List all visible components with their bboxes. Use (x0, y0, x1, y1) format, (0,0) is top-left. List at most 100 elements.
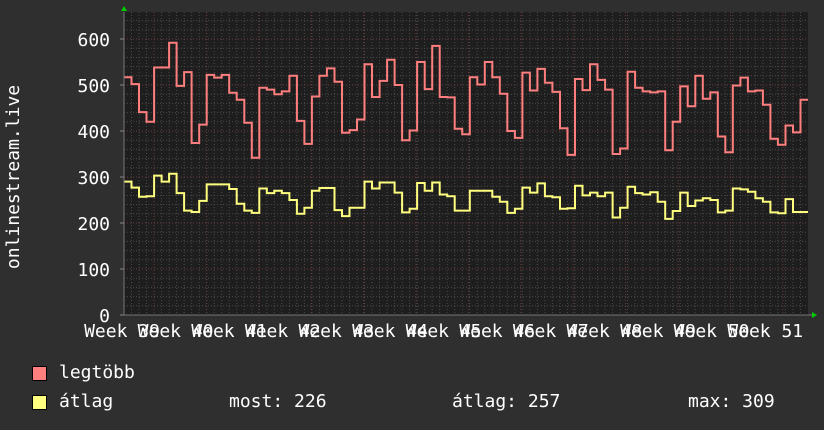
data-point (613, 153, 621, 155)
data-point (259, 188, 267, 190)
data-point (402, 139, 410, 141)
data-point (410, 208, 418, 210)
data-point (620, 207, 628, 209)
data-point (372, 96, 380, 98)
x-tick-label: Week 42 (245, 321, 321, 342)
data-point (477, 190, 485, 192)
data-point (387, 182, 395, 184)
data-point (432, 182, 440, 184)
data-point (485, 61, 493, 63)
data-point (357, 207, 365, 209)
y-tick-label: 0 (99, 306, 110, 327)
x-tick-label: Week 44 (352, 321, 428, 342)
data-point (733, 84, 741, 86)
y-tick-label: 600 (77, 30, 110, 51)
x-tick-label: Week 50 (674, 321, 750, 342)
data-point (162, 181, 170, 183)
data-point (725, 210, 733, 212)
data-point (342, 132, 350, 134)
data-point (147, 121, 155, 123)
data-point (688, 205, 696, 207)
data-point (522, 72, 530, 74)
data-point (492, 196, 500, 198)
legend-label-average: átlag (59, 391, 114, 412)
data-point (304, 207, 312, 209)
data-point (507, 130, 515, 132)
data-point (755, 90, 763, 92)
data-point (598, 79, 606, 81)
plot-area (124, 12, 808, 315)
data-point (440, 193, 448, 195)
x-tick-label: Week 48 (566, 321, 642, 342)
data-point (665, 149, 673, 151)
data-point (770, 211, 778, 213)
data-point (252, 212, 260, 214)
data-point (154, 175, 162, 177)
data-point (342, 215, 350, 217)
y-tick-label: 300 (77, 168, 110, 189)
legend-swatch-average (32, 395, 47, 410)
data-point (688, 105, 696, 107)
data-point (410, 130, 418, 132)
x-tick-label: Week 40 (138, 321, 214, 342)
data-point (237, 203, 245, 205)
data-point (605, 192, 613, 194)
legend-swatch-max (32, 366, 47, 381)
data-point (289, 199, 297, 201)
data-point (552, 196, 560, 198)
data-point (229, 188, 237, 190)
data-point (207, 74, 215, 76)
data-point (537, 182, 545, 184)
data-point (740, 188, 748, 190)
data-point (628, 71, 636, 73)
data-point (567, 207, 575, 209)
data-point (395, 84, 403, 86)
data-point (650, 91, 658, 93)
data-point (304, 143, 312, 145)
data-point (357, 119, 365, 121)
x-axis-arrow-icon (812, 312, 817, 318)
data-point (380, 80, 388, 82)
data-point (184, 71, 192, 73)
data-point (583, 89, 591, 91)
data-point (733, 188, 741, 190)
data-point (470, 76, 478, 78)
data-point (395, 192, 403, 194)
data-point (695, 75, 703, 77)
data-point (274, 93, 282, 95)
data-point (282, 90, 290, 92)
data-point (297, 120, 305, 122)
data-point (800, 99, 808, 101)
data-point (515, 208, 523, 210)
data-point (680, 85, 688, 87)
stat-average: átlag: 257 (452, 391, 561, 412)
data-point (552, 91, 560, 93)
data-point (380, 182, 388, 184)
data-point (349, 129, 357, 131)
data-point (785, 124, 793, 126)
data-point (297, 213, 305, 215)
data-point (139, 111, 147, 113)
data-point (492, 76, 500, 78)
data-point (613, 216, 621, 218)
data-point (192, 211, 200, 213)
data-point (402, 211, 410, 213)
data-point (530, 192, 538, 194)
data-point (162, 67, 170, 69)
y-tick-label: 500 (77, 76, 110, 97)
x-tick-label: Week 41 (191, 321, 267, 342)
data-point (252, 157, 260, 159)
data-point (590, 63, 598, 65)
data-point (177, 192, 185, 194)
data-point (229, 92, 237, 94)
data-point (169, 173, 177, 175)
data-point (372, 188, 380, 190)
data-point (778, 212, 786, 214)
data-point (620, 147, 628, 149)
data-point (139, 196, 147, 198)
data-point (710, 91, 718, 93)
data-point (710, 199, 718, 201)
data-point (132, 83, 140, 85)
data-point (312, 96, 320, 98)
data-point (447, 195, 455, 197)
